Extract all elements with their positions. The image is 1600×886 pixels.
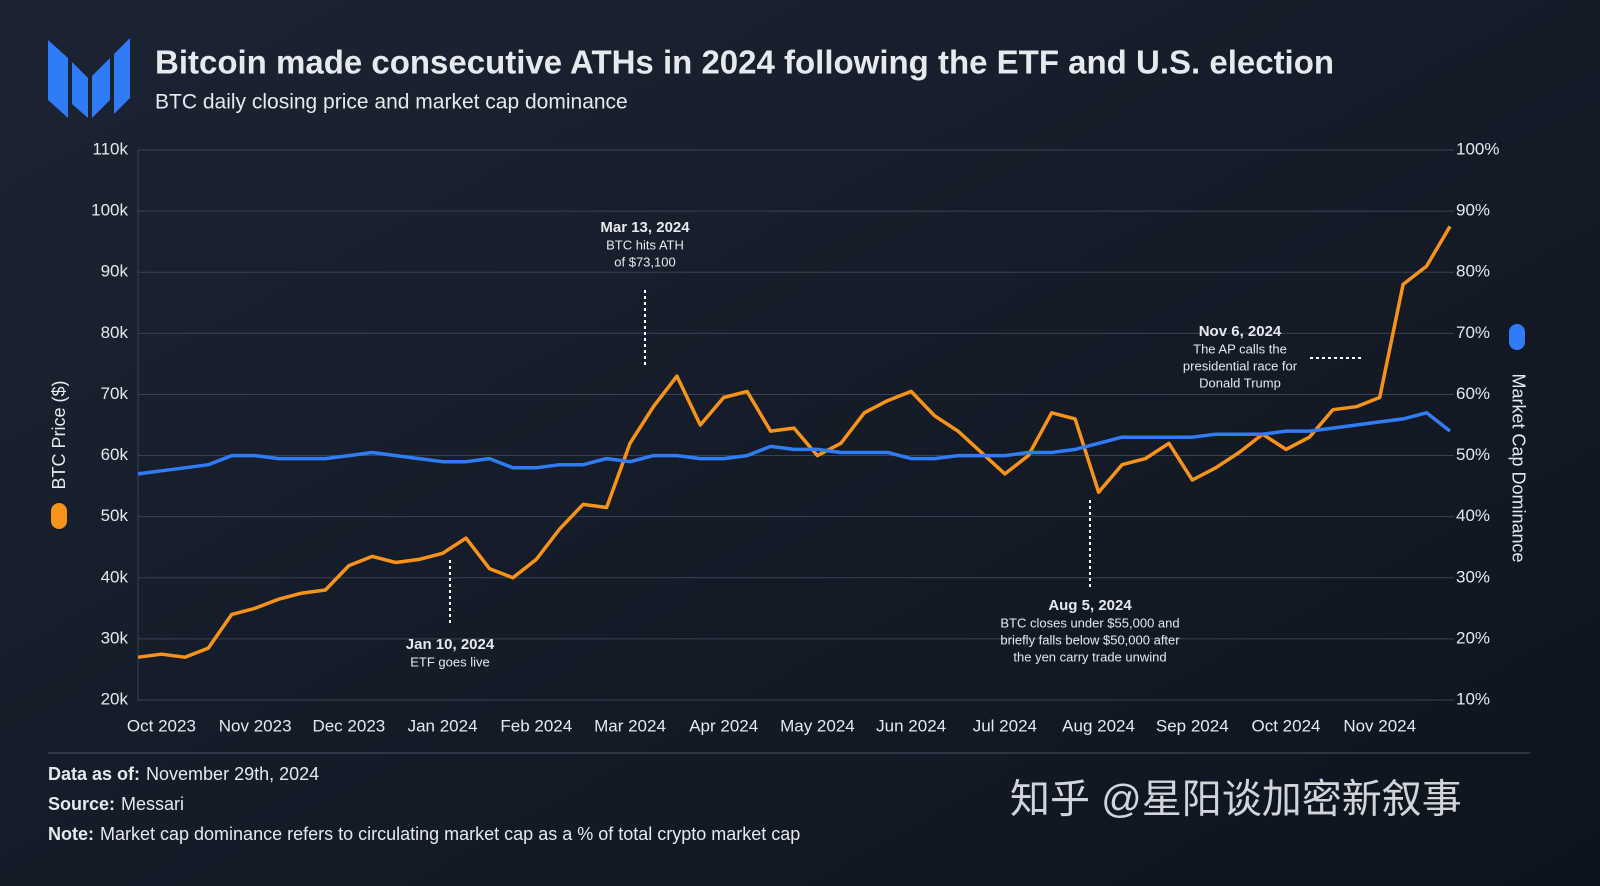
- x-tick-label: Dec 2023: [312, 716, 385, 735]
- y-tick-label: 40k: [101, 567, 129, 586]
- x-tick-label: Jan 2024: [408, 716, 478, 735]
- x-tick-label: Nov 2024: [1343, 716, 1416, 735]
- x-tick-label: May 2024: [780, 716, 855, 735]
- footer-label: Data as of:: [48, 764, 140, 784]
- x-tick-label: Oct 2023: [127, 716, 196, 735]
- y2-tick-label: 20%: [1456, 628, 1490, 647]
- series-line: [137, 411, 1452, 476]
- annotation-text: The AP calls the: [1193, 341, 1287, 356]
- y2-tick-label: 40%: [1456, 506, 1490, 525]
- annotation-text: BTC closes under $55,000 and: [1000, 615, 1179, 630]
- y2-axis-title: Market Cap Dominance: [1508, 373, 1528, 562]
- footer-label: Note:: [48, 824, 94, 844]
- y-tick-label: 110k: [92, 139, 128, 158]
- x-tick-label: Apr 2024: [689, 716, 758, 735]
- y2-tick-label: 70%: [1456, 323, 1490, 342]
- series-line: [137, 225, 1452, 659]
- annotation-text: Donald Trump: [1199, 375, 1281, 390]
- x-tick-label: Aug 2024: [1062, 716, 1135, 735]
- annotation-text: presidential race for: [1183, 358, 1298, 373]
- footer-line: Source: Messari: [48, 794, 184, 814]
- y-tick-label: 30k: [101, 628, 129, 647]
- watermark: 知乎 @星阳谈加密新叙事: [1010, 778, 1462, 822]
- annotation-date: Aug 5, 2024: [1048, 597, 1132, 614]
- annotation-text: briefly falls below $50,000 after: [1000, 632, 1180, 647]
- y2-tick-label: 30%: [1456, 567, 1490, 586]
- y2-tick-label: 10%: [1456, 689, 1490, 708]
- annotation-text: BTC hits ATH: [606, 237, 684, 252]
- y-tick-label: 20k: [101, 689, 129, 708]
- x-tick-label: Nov 2023: [219, 716, 292, 735]
- y-axis-title: BTC Price ($): [49, 380, 69, 489]
- y2-tick-label: 90%: [1456, 201, 1490, 220]
- footer-line: Data as of: November 29th, 2024: [48, 764, 319, 784]
- footer-label: Source:: [48, 794, 115, 814]
- chart-subtitle: BTC daily closing price and market cap d…: [155, 91, 628, 114]
- y2-tick-label: 100%: [1456, 139, 1499, 158]
- y-tick-label: 100k: [91, 201, 128, 220]
- x-tick-label: Mar 2024: [594, 716, 666, 735]
- y-tick-label: 50k: [101, 506, 129, 525]
- annotation-date: Nov 6, 2024: [1199, 323, 1282, 340]
- x-tick-label: Feb 2024: [500, 716, 572, 735]
- chart-title: Bitcoin made consecutive ATHs in 2024 fo…: [155, 44, 1334, 81]
- legend-swatch: [51, 503, 67, 529]
- x-tick-label: Sep 2024: [1156, 716, 1229, 735]
- footer-line: Note: Market cap dominance refers to circ…: [48, 824, 800, 844]
- annotation-text: ETF goes live: [410, 654, 489, 669]
- x-tick-label: Jun 2024: [876, 716, 946, 735]
- y-tick-label: 80k: [101, 323, 129, 342]
- x-tick-label: Oct 2024: [1252, 716, 1321, 735]
- y2-tick-label: 80%: [1456, 262, 1490, 281]
- footer-text: Market cap dominance refers to circulati…: [100, 824, 800, 844]
- y-tick-label: 70k: [101, 384, 129, 403]
- y2-tick-label: 50%: [1456, 445, 1490, 464]
- footer-text: Messari: [121, 794, 184, 814]
- annotation-date: Jan 10, 2024: [406, 636, 495, 653]
- annotation-text: of $73,100: [614, 254, 675, 269]
- logo: [48, 38, 130, 118]
- annotation-date: Mar 13, 2024: [600, 219, 690, 236]
- y2-tick-label: 60%: [1456, 384, 1490, 403]
- legend-swatch: [1509, 324, 1525, 350]
- annotation-text: the yen carry trade unwind: [1013, 649, 1166, 664]
- y-tick-label: 60k: [101, 445, 129, 464]
- y-tick-label: 90k: [101, 262, 129, 281]
- footer-text: November 29th, 2024: [146, 764, 319, 784]
- x-tick-label: Jul 2024: [973, 716, 1037, 735]
